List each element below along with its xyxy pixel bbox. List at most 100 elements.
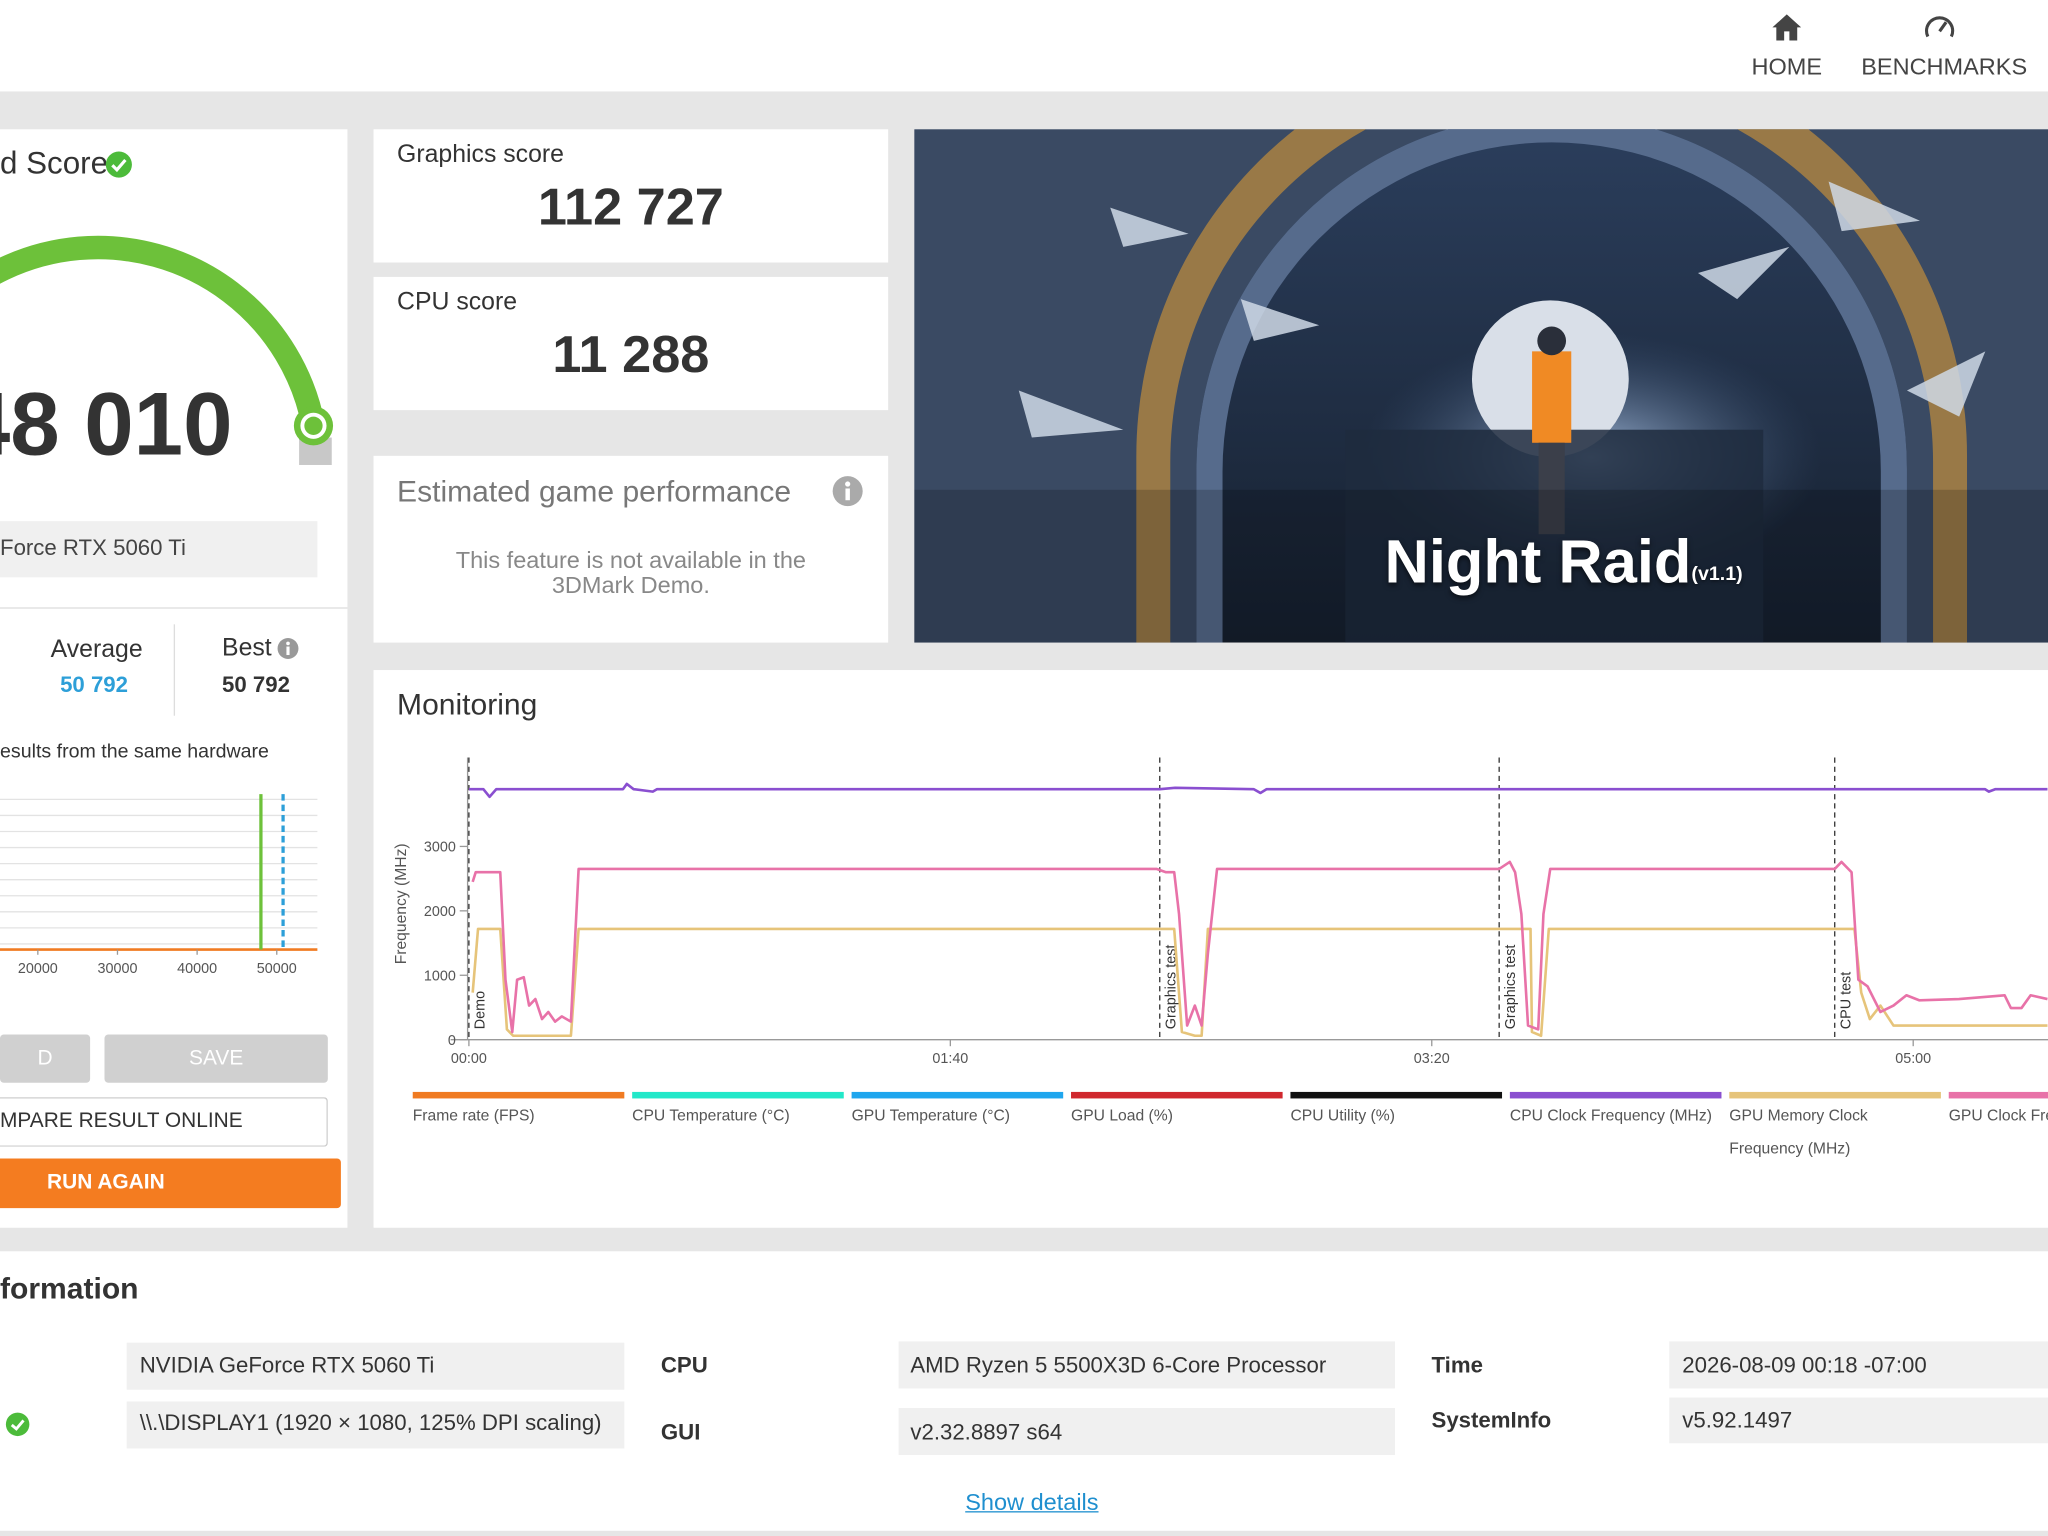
information-section — [0, 1251, 2048, 1531]
graphics-score-card — [373, 129, 889, 263]
phase-label: CPU test — [1838, 972, 1854, 1029]
y-tick-label: 2000 — [424, 904, 456, 920]
compare-button[interactable]: MPARE RESULT ONLINE — [0, 1097, 328, 1147]
info-cpu: AMD Ryzen 5 5500X3D 6-Core Processor — [910, 1353, 1327, 1378]
home-icon[interactable] — [1770, 12, 1804, 43]
cpu-score-card — [373, 276, 889, 411]
legend-swatch — [1509, 1091, 1722, 1099]
graphics-score-value: 112 727 — [537, 178, 724, 237]
run-again-button[interactable]: RUN AGAIN — [0, 1158, 341, 1209]
monitoring-title: Monitoring — [397, 687, 538, 721]
estimated-message: This feature is not available in the 3DM… — [455, 547, 806, 599]
legend-swatch — [1948, 1091, 2048, 1099]
check-icon — [105, 151, 132, 178]
gauge-knob — [304, 416, 323, 435]
info-systeminfo-label: SystemInfo — [1431, 1407, 1552, 1433]
x-tick-label: 05:00 — [1895, 1051, 1931, 1067]
y-tick-label: 1000 — [424, 968, 456, 984]
legend-swatch — [632, 1091, 844, 1099]
benchmarks-icon[interactable] — [1921, 10, 1958, 44]
y-tick-label: 0 — [448, 1033, 456, 1049]
legend-label: GPU Clock Fre — [1948, 1106, 2048, 1125]
legend-swatch — [1071, 1091, 1283, 1099]
legend-swatch — [851, 1091, 1064, 1099]
cpu-score-value: 11 288 — [552, 326, 710, 384]
overall-score: 48 010 — [0, 374, 233, 475]
info-icon[interactable] — [832, 475, 863, 507]
estimated-card — [373, 455, 889, 643]
check-icon — [111, 158, 127, 173]
score-title: d Score — [0, 146, 109, 182]
info-display: \\.\DISPLAY1 (1920 × 1080, 125% DPI scal… — [139, 1410, 602, 1436]
legend-label: Frame rate (FPS) — [412, 1106, 535, 1125]
divider — [173, 624, 176, 716]
information-title: formation — [0, 1270, 139, 1305]
x-tick-label: 40000 — [177, 961, 217, 977]
info-time-label: Time — [1431, 1353, 1483, 1378]
x-tick-label: 01:40 — [932, 1051, 968, 1067]
nav-home[interactable]: HOME — [1751, 53, 1823, 80]
series-line — [471, 860, 2048, 1034]
y-axis-label: Frequency (MHz) — [393, 843, 410, 964]
gpu-box — [0, 521, 318, 578]
legend-label: CPU Clock Frequency (MHz) — [1509, 1106, 1712, 1125]
nav-benchmarks[interactable]: BENCHMARKS — [1861, 53, 2028, 80]
info-gui: v2.32.8897 s64 — [910, 1419, 1063, 1445]
distribution-caption: esults from the same hardware — [0, 740, 269, 763]
x-tick-label: 50000 — [257, 961, 297, 977]
x-tick-label: 00:00 — [451, 1051, 487, 1067]
series-line — [468, 782, 2048, 799]
average-score: 50 792 — [60, 672, 128, 698]
run-again-label[interactable]: RUN AGAIN — [47, 1171, 165, 1194]
banner-title: Night Raid — [1384, 526, 1692, 596]
legend-label: CPU Utility (%) — [1290, 1106, 1395, 1125]
average-label: Average — [50, 636, 143, 664]
info-time: 2026-08-09 00:18 -07:00 — [1682, 1353, 1927, 1378]
x-tick-label: 20000 — [18, 961, 58, 977]
info-cpu-label: CPU — [660, 1353, 708, 1378]
legend-label: CPU Temperature (°C) — [632, 1106, 790, 1125]
phase-label: Demo — [473, 991, 489, 1029]
load-button[interactable]: D — [0, 1034, 91, 1083]
top-bar — [0, 0, 2048, 92]
check-icon — [5, 1412, 30, 1437]
x-tick-label: 03:20 — [1414, 1051, 1450, 1067]
legend-label: GPU Load (%) — [1071, 1106, 1173, 1125]
best-label: Best — [222, 634, 272, 663]
show-details-link[interactable]: Show details — [965, 1488, 1099, 1516]
estimated-title: Estimated game performance — [397, 474, 792, 509]
best-score: 50 792 — [222, 672, 290, 698]
value-box — [1669, 1341, 2048, 1389]
value-box — [126, 1401, 625, 1449]
legend-label: GPU Temperature (°C) — [851, 1106, 1010, 1125]
value-box — [1669, 1397, 2048, 1444]
y-tick-label: 3000 — [424, 840, 456, 856]
phase-label: Graphics test — [1503, 945, 1519, 1030]
save-button[interactable]: SAVE — [104, 1034, 328, 1083]
banner-version: (v1.1) — [1691, 562, 1743, 586]
info-gui-label: GUI — [660, 1419, 701, 1445]
info-gpu: NVIDIA GeForce RTX 5060 Ti — [139, 1353, 435, 1378]
info-icon[interactable] — [277, 637, 299, 659]
cpu-score-label: CPU score — [397, 288, 518, 317]
legend-label: GPU Memory Clock Frequency (MHz) — [1729, 1106, 1868, 1158]
divider — [0, 607, 348, 609]
legend-swatch — [412, 1091, 625, 1099]
phase-label: Graphics test — [1163, 945, 1179, 1030]
legend-swatch — [1729, 1091, 1941, 1099]
monitoring-card — [373, 670, 2048, 1228]
banner-image — [914, 129, 2048, 643]
value-box — [126, 1342, 625, 1390]
gpu-name: Force RTX 5060 Ti — [0, 535, 186, 561]
x-tick-label: 30000 — [98, 961, 138, 977]
info-systeminfo: v5.92.1497 — [1682, 1407, 1793, 1433]
graphics-score-label: Graphics score — [397, 141, 564, 169]
value-box — [898, 1341, 1395, 1389]
score-gauge — [0, 235, 326, 429]
value-box — [898, 1407, 1395, 1456]
series-line — [471, 927, 2048, 1038]
legend-swatch — [1290, 1091, 1503, 1099]
